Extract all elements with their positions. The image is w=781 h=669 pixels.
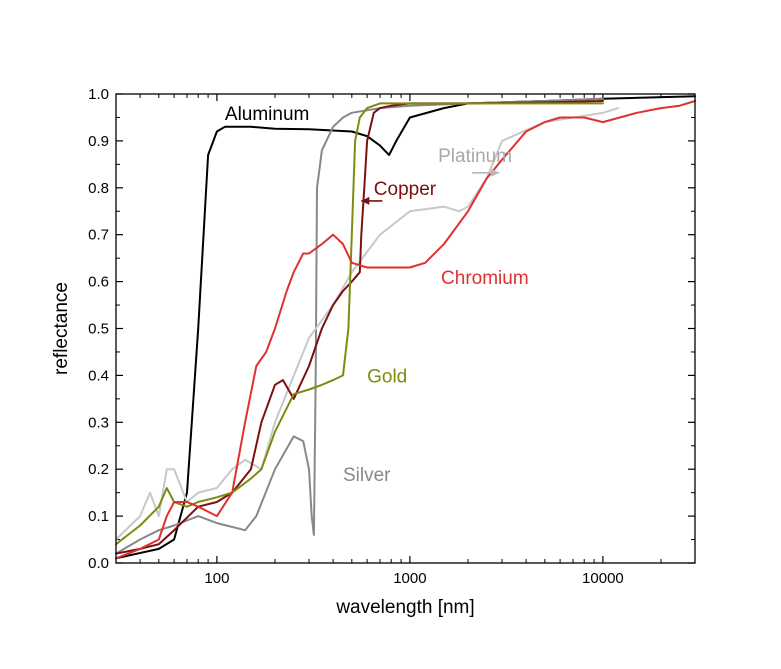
- y-tick-label: 0.2: [88, 461, 109, 478]
- series-line-chromium: [115, 100, 696, 560]
- x-tick-label: 10000: [582, 570, 624, 587]
- axes-layer: 0.0 0.1 0.2 0.3 0.4 0.5 0.6 0.7 0.8 0.9 1.0 100 1000…: [88, 86, 696, 587]
- arrow-head-platinum: [491, 168, 500, 177]
- label-silver: Silver: [343, 465, 391, 486]
- y-tick-label: 0.1: [88, 508, 109, 525]
- y-axis-title: reflectance: [51, 282, 72, 375]
- y-tick-label: 0.0: [88, 555, 109, 572]
- x-tick-label: 1000: [393, 570, 426, 587]
- series-line-silver: [115, 97, 604, 555]
- y-tick-label: 0.7: [88, 227, 109, 244]
- label-aluminum: Aluminum: [225, 104, 309, 125]
- series-line-gold: [115, 102, 604, 546]
- y-tick-label: 0.9: [88, 133, 109, 150]
- label-copper: Copper: [374, 179, 437, 200]
- plot-frame: [115, 93, 696, 564]
- y-tick-label: 0.5: [88, 321, 109, 338]
- y-tick-label: 0.6: [88, 274, 109, 291]
- label-platinum: Platinum: [438, 146, 512, 167]
- y-tick-label: 1.0: [88, 86, 109, 103]
- y-tick-label: 0.3: [88, 414, 109, 431]
- y-tick-label: 0.4: [88, 367, 109, 384]
- series-line-copper: [115, 100, 604, 555]
- series-line-aluminum: [115, 95, 696, 560]
- label-chromium: Chromium: [441, 268, 529, 289]
- series-layer: [115, 95, 696, 560]
- arrow-head-copper: [361, 196, 370, 205]
- y-tick-label: 0.8: [88, 180, 109, 197]
- x-tick-label: 100: [204, 570, 229, 587]
- label-gold: Gold: [367, 366, 407, 387]
- x-axis-title: wavelength [nm]: [335, 597, 474, 618]
